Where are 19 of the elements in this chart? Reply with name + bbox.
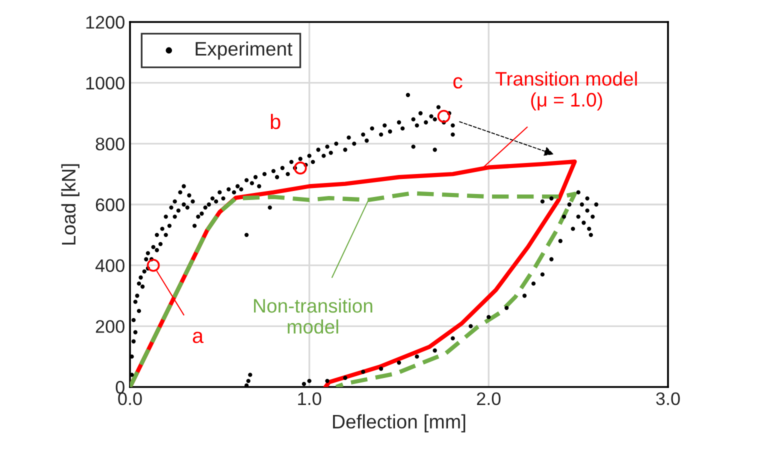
text: Transition model (μ = 1.0) — [496, 71, 637, 111]
y-tick-label: 200 — [96, 320, 124, 333]
annotation: b — [270, 114, 280, 130]
y-tick-label: 800 — [96, 138, 124, 150]
y-tick-label: 400 — [95, 259, 124, 272]
x-tick-label: 0.0 — [118, 392, 142, 406]
annotation: c — [453, 77, 462, 89]
y-tick-label: 600 — [96, 198, 124, 212]
y-tick-label: 0 — [116, 380, 124, 394]
y-tick-label: 1000 — [86, 76, 124, 90]
legend-label: Experiment — [196, 41, 292, 60]
y-axis-title: Load [kN] — [61, 164, 80, 245]
y-tick-label: 1200 — [86, 16, 124, 29]
annotation: a — [192, 332, 204, 344]
x-tick-label: 2.0 — [477, 392, 501, 406]
x-axis-title: Deflection [mm] — [333, 414, 466, 432]
x-tick-label: 3.0 — [656, 392, 680, 406]
x-tick-label: 1.0 — [298, 392, 322, 406]
text: Non-transition model — [254, 298, 372, 334]
